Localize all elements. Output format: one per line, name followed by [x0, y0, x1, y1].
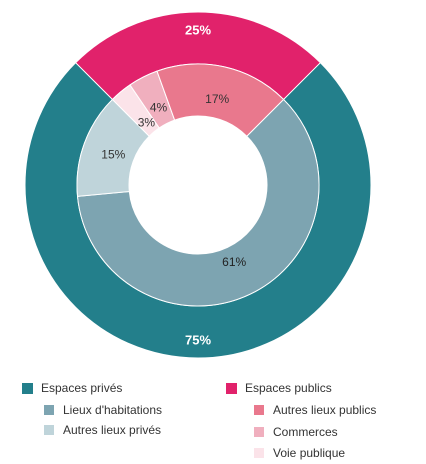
inner-ring — [76, 63, 320, 307]
outer-label-espaces-prives: 75% — [185, 333, 211, 348]
legend-swatch — [254, 448, 264, 458]
legend-item-commerces: Commerces — [254, 425, 338, 439]
inner-label-voie-publique: 3% — [138, 116, 156, 130]
outer-ring — [24, 11, 372, 359]
legend-item-autres-lieux-publics: Autres lieux publics — [254, 403, 376, 417]
legend-group-espaces-prives: Espaces privés — [22, 381, 122, 395]
inner-slice-lieux-d-habitations — [76, 98, 320, 307]
legend-group-espaces-publics: Espaces publics — [226, 381, 332, 395]
legend-label: Autres lieux publics — [273, 403, 377, 417]
legend-swatch — [254, 427, 264, 437]
outer-label-espaces-publics: 25% — [185, 23, 211, 38]
legend-label: Voie publique — [273, 446, 346, 460]
legend-swatch — [44, 405, 54, 415]
inner-label-lieux-d-habitations: 61% — [222, 255, 246, 269]
legend-swatch — [254, 405, 264, 415]
legend-label: Autres lieux privés — [63, 423, 162, 437]
legend-item-autres-lieux-prives: Autres lieux privés — [44, 423, 161, 437]
legend-swatch — [44, 425, 54, 435]
data-labels: 75% 25% 61% 15% 3% 4% 17% — [101, 23, 246, 348]
inner-label-autres-lieux-prives: 15% — [101, 148, 125, 162]
inner-slice-autres-lieux-publics — [156, 63, 285, 137]
legend-item-voie-publique: Voie publique — [254, 446, 345, 460]
legend-label: Espaces publics — [245, 381, 332, 395]
legend-label: Lieux d'habitations — [63, 403, 163, 417]
legend-swatch — [22, 382, 33, 394]
inner-label-commerces: 4% — [150, 100, 168, 114]
legend: Espaces privés Lieux d'habitations Autre… — [0, 377, 426, 464]
inner-label-autres-lieux-publics: 17% — [205, 92, 229, 106]
legend-item-lieux-habitations: Lieux d'habitations — [44, 403, 162, 417]
legend-swatch — [226, 382, 237, 394]
legend-label: Commerces — [273, 425, 338, 439]
nested-donut-chart: 75% 25% 61% 15% 3% 4% 17% — [24, 11, 372, 359]
legend-label: Espaces privés — [41, 381, 123, 395]
